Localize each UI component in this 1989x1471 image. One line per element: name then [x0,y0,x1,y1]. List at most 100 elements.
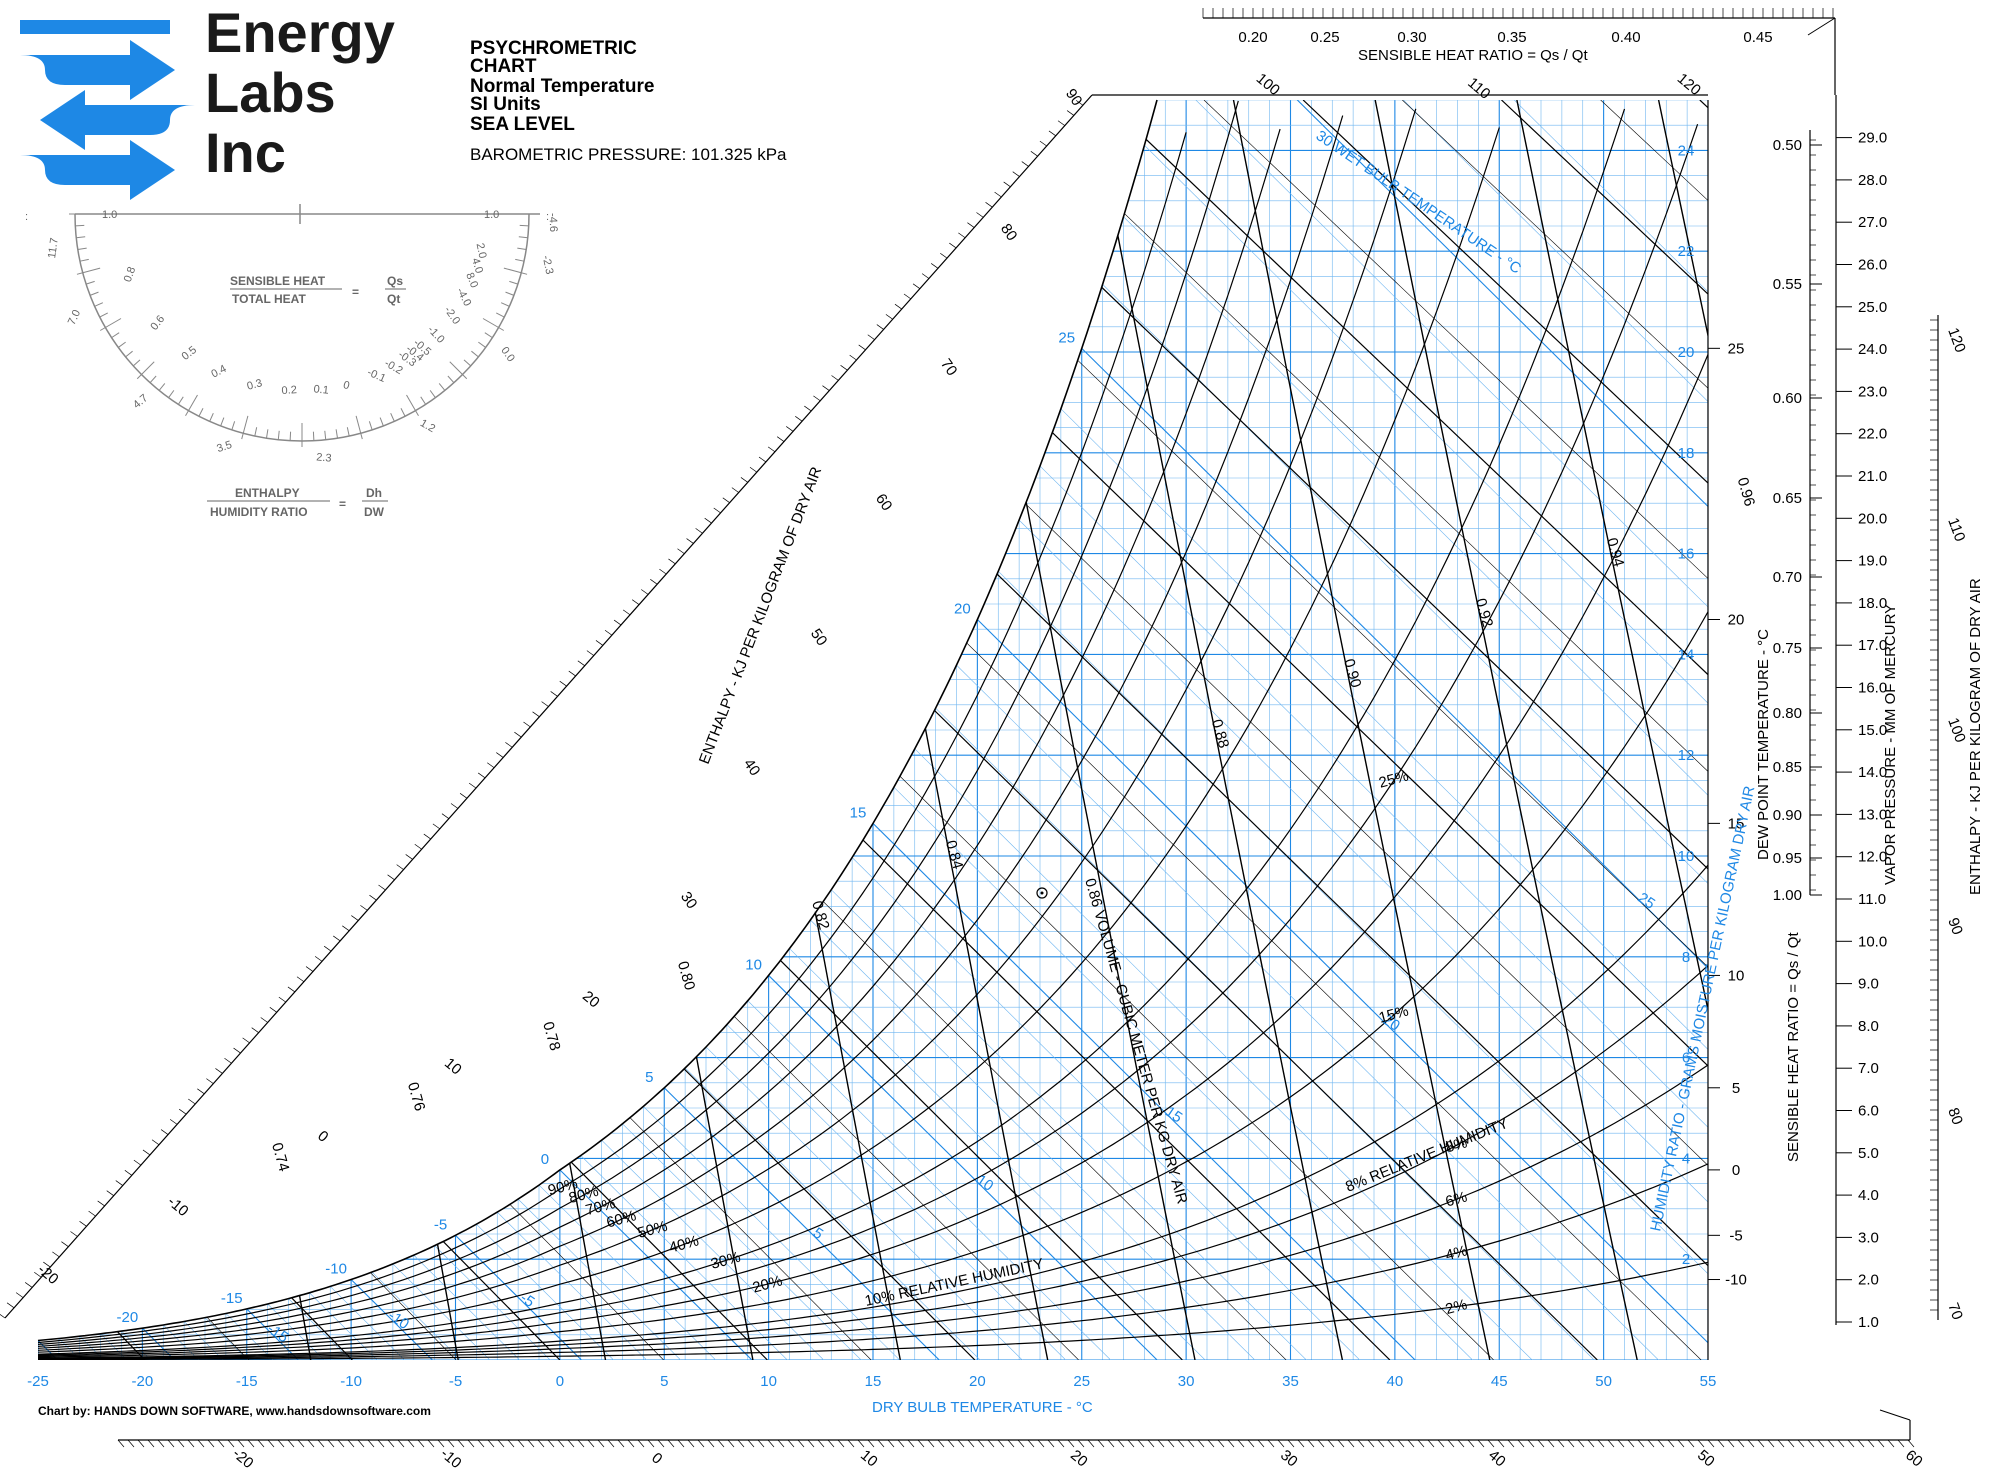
enthalpy-bottom-tick: 10 [857,1447,881,1471]
wet-bulb-inner-label: -5 [517,1289,538,1311]
protractor-tick [277,430,280,440]
enthalpy-bottom-minor [1247,1439,1255,1448]
enthalpy-bottom-minor [807,1439,815,1448]
humidity-ratio-tick: 22 [1678,243,1695,260]
wet-bulb-line [747,1000,1111,1360]
enthalpy-bottom-minor [1497,1439,1505,1448]
enthalpy-left-minor [559,680,567,687]
protractor-tick [518,236,528,239]
enthalpy-bottom-minor [1167,1439,1175,1448]
enthalpy-left-minor [786,426,794,432]
rh-curve [38,864,1708,1359]
enthalpy-bottom-minor [517,1439,525,1448]
protractor-tick [111,332,120,339]
volume-label: 0.90 [1340,657,1364,690]
enthalpy-bottom-minor [547,1439,555,1448]
vapor-tick: 22.0 [1858,426,1887,443]
wet-bulb-line [1206,100,1708,1360]
protractor-outer-tick [136,374,142,380]
wet-bulb-line [434,1245,551,1360]
enthalpy-bottom-minor [1837,1439,1845,1448]
enthalpy-bottom-tick: 0 [648,1449,665,1467]
enthalpy-left-tick: -20 [34,1261,62,1288]
energy-labs-logo: Energy Labs Inc [20,1,395,200]
wet-bulb-label: -5 [434,1216,447,1233]
enthalpy-bottom-minor [1377,1439,1385,1448]
wet-bulb-line [392,1263,491,1360]
enthalpy-bottom-minor [417,1439,425,1448]
volume-label: 0.78 [539,1020,563,1053]
protractor-tick [505,291,515,296]
vapor-tick: 24.0 [1858,341,1887,358]
enthalpy-bottom-minor [1727,1439,1735,1448]
wet-bulb-inner-label: 10 [973,1172,996,1195]
enthalpy-left-minor [550,691,558,697]
enthalpy-left-minor [912,283,921,290]
protractor-outer-label: -4.6 [547,213,560,232]
vapor-tick: 2.0 [1858,1272,1879,1289]
humidity-ratio-tick: 10 [1678,848,1695,865]
shr-right-tick: 0.90 [1773,807,1802,824]
protractor-outer-tick [360,433,363,440]
enthalpy-bottom-minor [1877,1439,1885,1448]
enthalpy-left-minor [151,1139,160,1146]
enthalpy-bottom-minor [247,1439,255,1448]
enthalpy-left-minor [613,619,622,626]
wet-bulb-line [1039,465,1708,1360]
protractor-tick [346,427,350,437]
enthalpy-left-minor [115,1180,123,1186]
rh-curve [38,1261,1708,1360]
enthalpy-bottom-minor [1147,1439,1155,1448]
enthalpy-left-minor [876,324,885,330]
enthalpy-bottom-minor [997,1439,1005,1448]
vapor-tick: 15.0 [1858,722,1887,739]
enthalpy-bottom-minor [297,1439,305,1448]
dew-point-title: DEW POINT TEMPERATURE - °C [1755,629,1772,860]
vapor-tick: 21.0 [1858,468,1887,485]
enthalpy-left-minor [423,833,432,840]
enthalpy-bottom-minor [1317,1439,1325,1448]
enthalpy-bottom-minor [307,1439,315,1448]
enthalpy-bottom-minor [597,1439,605,1448]
enthalpy-bottom-minor [1027,1439,1035,1448]
enthalpy-left-minor [251,1027,259,1033]
enthalpy-bottom-minor [227,1439,235,1448]
wet-bulb-line [559,1169,753,1360]
enthalpy-left-minor [314,956,323,962]
enthalpy-left-minor [650,579,658,585]
vapor-tick: 28.0 [1858,172,1887,189]
enthalpy-left-minor [396,864,404,870]
enthalpy-bottom-minor [1227,1439,1235,1448]
enthalpy-bottom-minor [347,1439,355,1448]
enthalpy-left-tick: 40 [740,756,763,779]
enthalpy-left-minor [206,1078,214,1084]
enthalpy-left-minor [631,599,640,605]
rh-label: 40% [667,1232,700,1256]
enthalpy-left-minor [949,242,957,249]
volume-line [1516,100,1708,1360]
rh-label: 2% [1444,1296,1469,1318]
protractor-tick [335,429,339,439]
protractor-tick [188,394,198,411]
protractor-tick [420,396,427,405]
wet-bulb-label: 5 [645,1069,653,1086]
enthalpy-left-minor [97,1200,105,1207]
protractor-outer-tick [76,272,83,275]
enthalpy-left-minor [269,1007,278,1013]
rh-curve [38,108,1626,1355]
enthalpy-left-minor [867,334,875,341]
vapor-tick: 23.0 [1858,383,1887,400]
wet-bulb-line [1102,284,1708,1360]
prot-top-right: 1.0 [484,209,499,221]
vapor-tick: 8.0 [1858,1018,1879,1035]
enthalpy-left-minor [804,405,812,412]
enthalpy-left-minor [24,1282,33,1288]
enthalpy-bottom-minor [1187,1439,1195,1448]
logo-arrows-icon [20,20,195,200]
enthalpy-line [38,100,976,1360]
enthalpy-left-minor [940,252,948,259]
enthalpy-bottom-minor [1307,1439,1315,1448]
enthalpy-bottom-minor [1757,1439,1765,1448]
enthalpy-bottom-minor [197,1439,205,1448]
enthalpy-bottom-minor [437,1439,445,1448]
